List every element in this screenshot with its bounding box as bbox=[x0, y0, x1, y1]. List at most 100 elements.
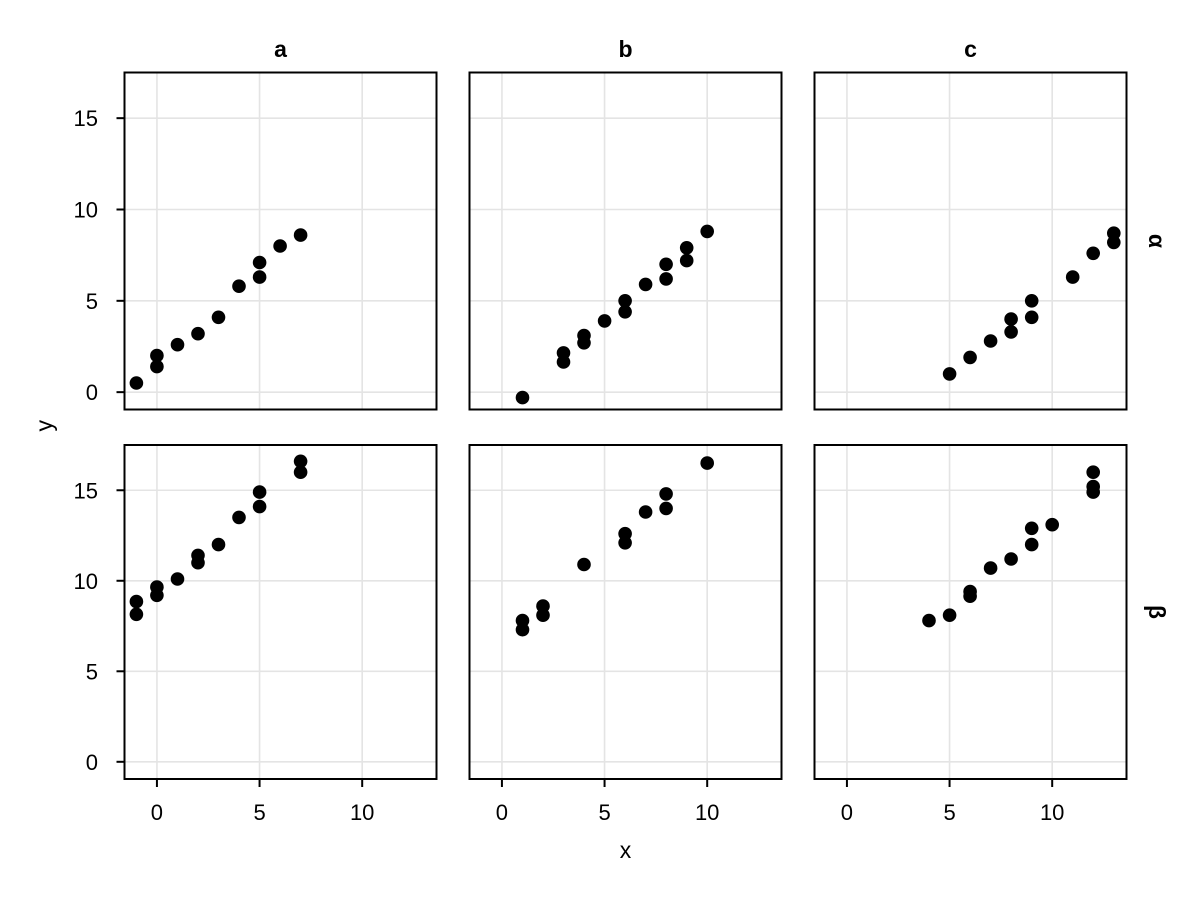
scatter-point bbox=[963, 350, 977, 365]
panel-bg bbox=[469, 72, 782, 410]
scatter-point bbox=[983, 334, 998, 348]
scatter-point bbox=[273, 239, 287, 253]
scatter-point bbox=[150, 580, 164, 594]
scatter-point bbox=[1065, 270, 1080, 284]
panel-border bbox=[468, 71, 783, 411]
scatter-point bbox=[252, 270, 267, 284]
y-tick-label: 15 bbox=[74, 106, 98, 131]
scatter-point bbox=[232, 510, 246, 525]
scatter-point bbox=[150, 359, 164, 374]
x-tick-label: 5 bbox=[598, 800, 610, 825]
facet-col-title: c bbox=[964, 36, 977, 62]
x-tick-label: 10 bbox=[350, 800, 374, 825]
y-tick-label: 0 bbox=[86, 750, 98, 775]
panel-border bbox=[813, 444, 1128, 780]
scatter-point bbox=[1024, 310, 1039, 325]
panel-border bbox=[123, 444, 438, 780]
scatter-point bbox=[1024, 294, 1039, 308]
scatter-point bbox=[942, 608, 957, 622]
scatter-point bbox=[922, 613, 936, 628]
facet-row-label: β bbox=[1144, 605, 1170, 619]
scatter-point bbox=[638, 505, 653, 519]
scatter-point bbox=[618, 526, 632, 541]
y-axis-label: y bbox=[31, 420, 57, 432]
scatter-point bbox=[293, 465, 308, 480]
scatter-point bbox=[252, 255, 267, 270]
scatter-point bbox=[942, 367, 957, 381]
scatter-point bbox=[618, 305, 632, 319]
y-tick-label: 0 bbox=[86, 380, 98, 405]
scatter-point bbox=[515, 390, 530, 405]
scatter-point bbox=[170, 337, 185, 352]
scatter-point bbox=[293, 228, 308, 242]
panel-c-β bbox=[813, 444, 1128, 780]
scatter-point bbox=[170, 572, 185, 586]
x-axis-label: x bbox=[620, 837, 632, 863]
scatter-point bbox=[129, 376, 144, 390]
panel-b-α bbox=[468, 71, 783, 411]
scatter-point bbox=[659, 272, 673, 286]
y-tick-label: 5 bbox=[86, 659, 98, 684]
y-tick-label: 5 bbox=[86, 289, 98, 314]
x-tick-label: 0 bbox=[496, 800, 508, 825]
scatter-point bbox=[211, 537, 226, 552]
scatter-point bbox=[983, 561, 998, 575]
scatter-point bbox=[1086, 465, 1100, 480]
panel-a-α bbox=[123, 71, 438, 411]
scatter-point bbox=[659, 501, 673, 516]
scatter-point bbox=[150, 348, 164, 363]
scatter-point bbox=[659, 487, 673, 501]
scatter-point bbox=[659, 257, 673, 272]
scatter-point bbox=[232, 279, 246, 294]
x-tick-label: 5 bbox=[943, 800, 955, 825]
panel-bg bbox=[124, 445, 437, 779]
scatter-point bbox=[556, 346, 571, 360]
x-tick-label: 10 bbox=[1040, 800, 1064, 825]
scatter-point bbox=[1004, 552, 1018, 566]
panel-border bbox=[468, 444, 783, 780]
scatter-point bbox=[129, 594, 144, 609]
scatter-point bbox=[1024, 537, 1039, 552]
scatter-point bbox=[1107, 226, 1121, 240]
scatter-point bbox=[963, 584, 977, 599]
scatter-point bbox=[191, 326, 205, 341]
panel-a-β bbox=[123, 444, 438, 780]
facet-row-label: α bbox=[1144, 234, 1170, 248]
scatter-point bbox=[638, 277, 653, 292]
facet-col-title: b bbox=[618, 36, 632, 62]
panel-border bbox=[123, 71, 438, 411]
scatter-point bbox=[679, 253, 694, 268]
scatter-point bbox=[129, 607, 144, 622]
scatter-point bbox=[1045, 517, 1059, 532]
y-tick-label: 10 bbox=[74, 569, 98, 594]
scatter-point bbox=[191, 548, 205, 563]
scatter-point bbox=[1024, 521, 1039, 536]
y-tick-label: 10 bbox=[74, 197, 98, 222]
scatter-point bbox=[536, 599, 550, 613]
panel-c-α bbox=[813, 71, 1128, 411]
scatter-point bbox=[252, 499, 267, 514]
scatter-point bbox=[597, 314, 612, 328]
panel-bg bbox=[814, 445, 1127, 779]
x-tick-label: 0 bbox=[151, 800, 163, 825]
scatter-point bbox=[515, 613, 530, 628]
facet-col-title: a bbox=[274, 36, 287, 62]
scatter-point bbox=[1004, 325, 1018, 339]
panel-border bbox=[813, 71, 1128, 411]
panel-bg bbox=[469, 445, 782, 779]
scatter-point bbox=[700, 456, 714, 470]
y-tick-label: 15 bbox=[74, 478, 98, 503]
scatter-point bbox=[1004, 312, 1018, 326]
scatter-point bbox=[577, 557, 591, 572]
scatter-point bbox=[1086, 246, 1100, 261]
scatter-point bbox=[293, 454, 308, 469]
x-tick-label: 10 bbox=[695, 800, 719, 825]
scatter-point bbox=[679, 241, 694, 255]
panel-b-β bbox=[468, 444, 783, 780]
x-tick-label: 5 bbox=[253, 800, 265, 825]
scatter-point bbox=[618, 294, 632, 308]
scatter-point bbox=[700, 224, 714, 239]
x-tick-label: 0 bbox=[841, 800, 853, 825]
